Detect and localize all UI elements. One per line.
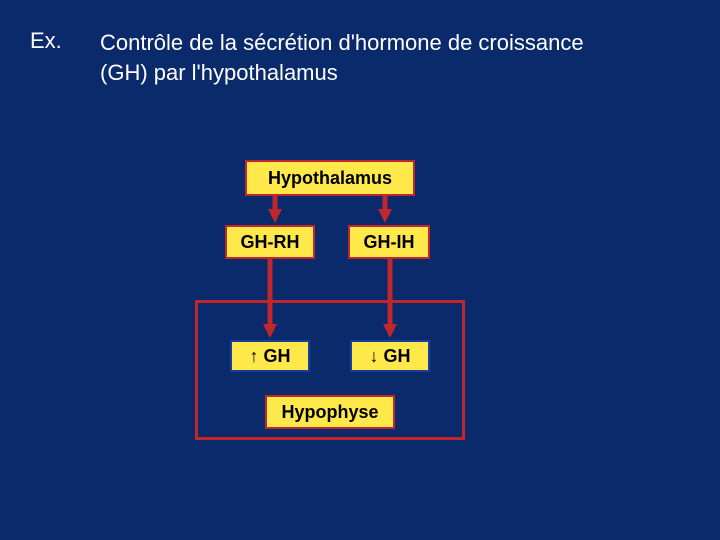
node-gh-up-label: ↑ GH [249,346,290,367]
node-gh-down: ↓ GH [350,340,430,372]
node-gh-ih-label: GH-IH [364,232,415,253]
node-gh-ih: GH-IH [348,225,430,259]
slide-stage: Ex. Contrôle de la sécrétion d'hormone d… [0,0,720,540]
node-hypophyse-label: Hypophyse [281,402,378,423]
node-gh-rh: GH-RH [225,225,315,259]
node-gh-down-label: ↓ GH [369,346,410,367]
heading-text: Contrôle de la sécrétion d'hormone de cr… [100,28,620,87]
node-hypothalamus: Hypothalamus [245,160,415,196]
node-gh-rh-label: GH-RH [241,232,300,253]
node-hypophyse: Hypophyse [265,395,395,429]
node-hypothalamus-label: Hypothalamus [268,168,392,189]
node-gh-up: ↑ GH [230,340,310,372]
heading-prefix: Ex. [30,28,62,54]
